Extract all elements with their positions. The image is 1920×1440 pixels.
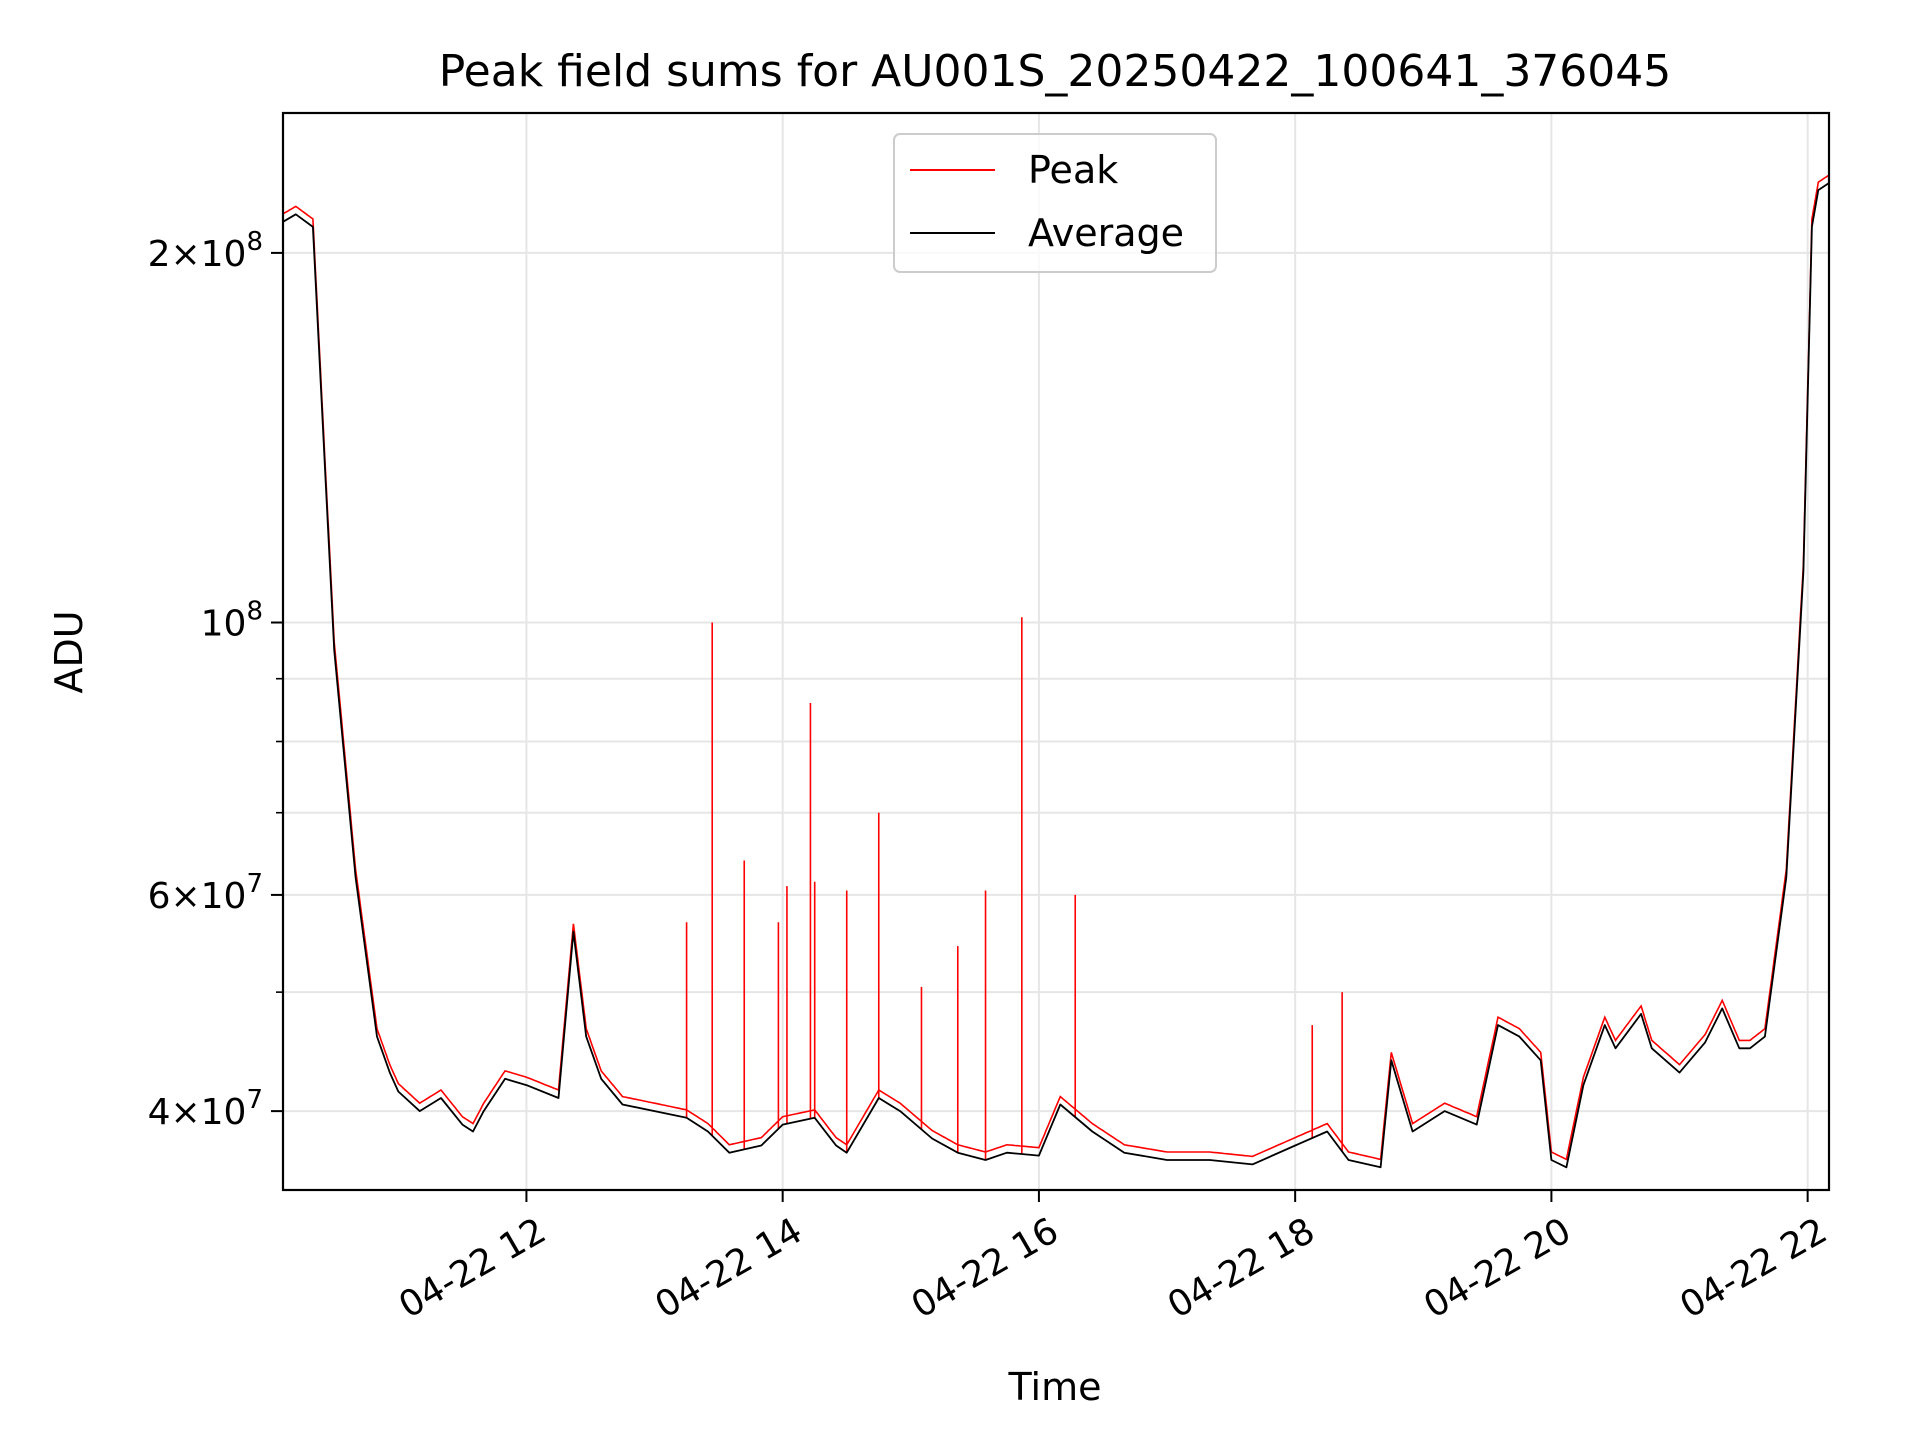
- y-tick-label: 108: [201, 597, 263, 645]
- legend-label-average: Average: [1028, 211, 1184, 255]
- y-axis-ticks: 4×107 6×107 108 2×108: [148, 227, 283, 1133]
- chart-title: Peak field sums for AU001S_20250422_1006…: [439, 46, 1672, 97]
- y-tick-label: 2×108: [148, 227, 263, 275]
- series-average: [282, 182, 1830, 1169]
- peak-line: [282, 174, 1830, 1161]
- legend-label-peak: Peak: [1028, 148, 1118, 192]
- plot-frame: [281, 111, 1831, 1192]
- legend-box: [893, 133, 1217, 273]
- y-tick-label: 4×107: [148, 1085, 263, 1133]
- legend: Peak Average: [893, 133, 1217, 273]
- y-tick-label: 6×107: [148, 869, 263, 917]
- y-axis-label: ADU: [47, 610, 91, 693]
- x-axis-label: Time: [1008, 1365, 1102, 1409]
- average-line: [282, 182, 1830, 1169]
- series-peak: [282, 174, 1830, 1161]
